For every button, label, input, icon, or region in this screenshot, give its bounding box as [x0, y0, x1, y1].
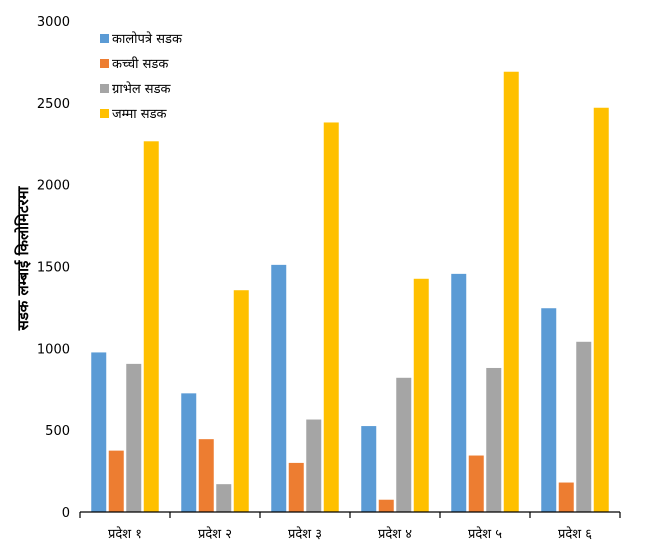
x-category-label: प्रदेश ३	[288, 526, 322, 542]
y-axis-title: सडक लम्बाई किलोमिटरमा	[14, 185, 32, 331]
bar-3-3	[306, 419, 322, 512]
y-tick-label: 1000	[37, 342, 70, 357]
legend-swatch-1	[100, 34, 109, 43]
legend-swatch-3	[100, 84, 109, 93]
y-axis-ticks: 0 500 1000 1500 2000 2500 3000	[37, 15, 70, 521]
bar-1-4	[361, 426, 377, 512]
bar-4-5	[503, 71, 519, 512]
x-category-label: प्रदेश २	[198, 526, 232, 542]
x-axis-labels: प्रदेश १ प्रदेश २ प्रदेश ३ प्रदेश ४ प्रदेश ५…	[108, 526, 592, 542]
bar-3-1	[126, 363, 142, 512]
x-axis-tickmarks	[79, 512, 621, 518]
bar-2-2	[198, 439, 214, 512]
y-tick-label: 1500	[37, 261, 70, 276]
y-tick-label: 2000	[37, 179, 70, 194]
bar-3-4	[396, 377, 412, 512]
x-category-label: प्रदेश ६	[558, 526, 592, 542]
y-tick-label: 0	[62, 506, 70, 521]
bar-1-1	[91, 352, 107, 512]
bar-1-5	[451, 273, 467, 512]
bar-3-6	[576, 341, 592, 512]
legend: कालोपत्रे सडक कच्ची सडक ग्राभेल सडक जम्मा स…	[100, 31, 183, 122]
bar-4-1	[143, 141, 159, 513]
bar-3-5	[486, 367, 502, 512]
y-tick-label: 3000	[37, 15, 70, 30]
bar-2-4	[378, 499, 394, 512]
y-tick-label: 2500	[37, 97, 70, 112]
bar-4-6	[593, 107, 609, 512]
legend-label-1: कालोपत्रे सडक	[112, 31, 183, 47]
bars-group	[91, 71, 609, 513]
y-tick-label: 500	[45, 424, 70, 439]
x-category-label: प्रदेश ४	[378, 526, 412, 542]
bar-4-2	[233, 290, 249, 512]
bar-1-3	[271, 264, 287, 512]
bar-4-4	[413, 278, 429, 512]
bar-3-2	[216, 484, 232, 512]
legend-label-2: कच्ची सडक	[112, 56, 169, 72]
bar-1-6	[541, 308, 557, 512]
legend-label-3: ग्राभेल सडक	[112, 81, 172, 97]
x-category-label: प्रदेश १	[108, 526, 142, 542]
legend-swatch-4	[100, 109, 109, 118]
bar-2-1	[108, 450, 124, 512]
legend-label-4: जम्मा सडक	[112, 107, 168, 122]
bar-4-3	[323, 122, 339, 513]
bar-1-2	[181, 393, 197, 512]
legend-swatch-2	[100, 59, 109, 68]
bar-2-5	[468, 455, 484, 512]
x-category-label: प्रदेश ५	[468, 526, 502, 542]
bar-2-6	[558, 482, 574, 512]
bar-2-3	[288, 462, 304, 512]
